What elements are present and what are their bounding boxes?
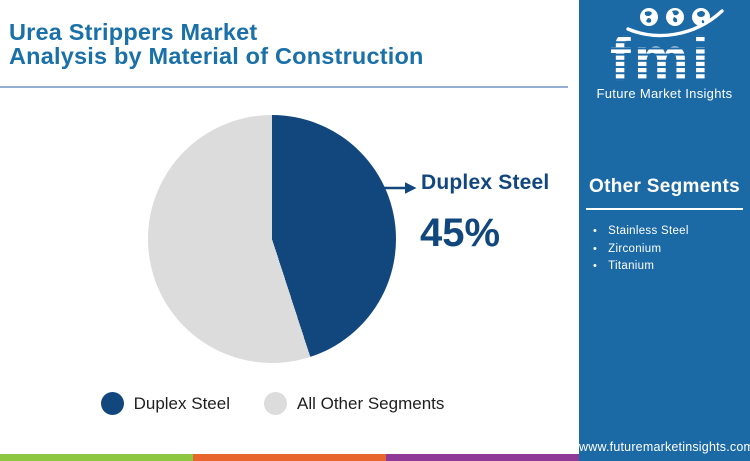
fmi-logo: fmi Future Market Insights — [579, 6, 750, 101]
legend-label: Duplex Steel — [133, 393, 230, 413]
pie-chart — [148, 115, 396, 363]
bullet-icon: • — [593, 242, 598, 255]
other-segments-list: • Stainless Steel • Zirconium • Titanium — [579, 223, 750, 276]
stripe-segment — [0, 454, 193, 461]
footer-color-stripe — [0, 454, 579, 461]
page-title-line1: Urea Strippers Market — [9, 19, 258, 45]
callout-arrow-icon — [381, 182, 417, 194]
bullet-icon: • — [593, 225, 598, 237]
other-segment-item: • Stainless Steel — [593, 223, 750, 241]
fmi-logo-icon: fmi — [610, 8, 724, 84]
fmi-wordmark: fmi — [610, 25, 712, 84]
stripe-segment — [386, 454, 579, 461]
logo-subtitle: Future Market Insights — [596, 86, 733, 101]
other-segments-rule — [586, 208, 743, 210]
other-segments-section: Other Segments • Stainless Steel • Zirconiu… — [579, 176, 750, 276]
other-segment-label: Stainless Steel — [608, 225, 689, 237]
logo-swoosh — [625, 9, 724, 38]
other-segment-item: • Zirconium — [593, 241, 750, 259]
legend-label: All Other Segments — [296, 393, 445, 413]
header-divider — [0, 86, 568, 88]
other-segment-label: Zirconium — [608, 242, 662, 255]
chart-legend: Duplex Steel All Other Segments — [0, 392, 545, 415]
bullet-icon: • — [593, 260, 598, 272]
americas-globe-icon — [639, 8, 658, 26]
website-url: www.futuremarketinsights.com — [579, 440, 750, 454]
page-title: Urea Strippers Market Analysis by Materi… — [9, 20, 424, 68]
page-title-line2: Analysis by Material of Construction — [9, 43, 424, 69]
legend-dot-icon — [263, 392, 287, 415]
other-segment-item: • Titanium — [593, 258, 750, 276]
stripe-segment — [193, 454, 386, 461]
other-segments-heading: Other Segments — [589, 176, 740, 197]
legend-item: All Other Segments — [263, 392, 445, 415]
callout-value: 45% — [420, 211, 501, 255]
europe-africa-globe-icon — [665, 8, 684, 26]
other-segment-label: Titanium — [608, 260, 655, 272]
asia-pacific-globe-icon — [691, 8, 710, 26]
sidebar: fmi Future Market Insights Other Segment… — [579, 0, 750, 461]
callout-label: Duplex Steel — [421, 171, 550, 194]
legend-item: Duplex Steel — [100, 392, 230, 415]
legend-dot-icon — [100, 392, 124, 415]
